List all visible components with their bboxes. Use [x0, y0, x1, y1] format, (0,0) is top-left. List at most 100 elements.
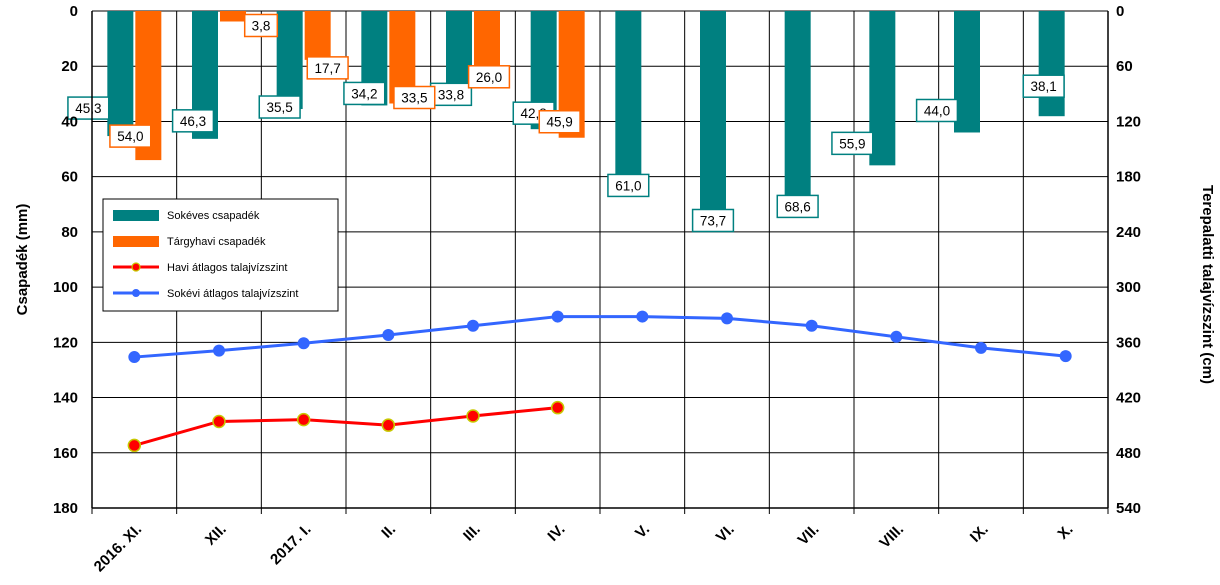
legend-swatch: [113, 210, 159, 221]
x-axis-category-label: XII.: [202, 521, 230, 549]
point-monthly-groundwater: [212, 414, 226, 429]
left-axis-tick-label: 120: [53, 334, 78, 351]
data-label-longterm-precip-box: [691, 208, 735, 233]
legend-entry-label: Tárgyhavi csapadék: [167, 236, 266, 248]
left-axis-title: Csapadék (mm): [14, 204, 31, 316]
right-axis-tick-label: 480: [1116, 445, 1141, 462]
data-label-current-precip-box: [109, 124, 152, 148]
point-longterm-groundwater: [551, 310, 564, 323]
x-axis-category-label: III.: [460, 521, 484, 545]
x-axis-category-label: 2017. I.: [267, 521, 314, 568]
left-axis-tick-label: 0: [70, 3, 78, 20]
point-monthly-groundwater: [381, 418, 396, 432]
bar-longterm-precip: [700, 11, 726, 215]
data-label-longterm-precip: 45,3: [75, 101, 101, 116]
legend-swatch-marker: [132, 289, 140, 297]
point-longterm-groundwater: [467, 319, 479, 332]
x-axis-category-label: II.: [378, 521, 399, 542]
bar-current-precip: [220, 11, 246, 22]
data-label-longterm-precip: 68,6: [785, 199, 811, 214]
bar-longterm-precip: [869, 11, 896, 166]
right-axis-tick-label: 540: [1116, 500, 1141, 517]
right-axis-tick-label: 180: [1116, 169, 1141, 186]
data-label-current-precip-box: [467, 65, 511, 89]
left-axis-tick-label: 60: [61, 169, 78, 186]
left-axis-tick-label: 180: [53, 500, 78, 517]
data-label-longterm-precip-box: [607, 173, 650, 198]
data-label-current-precip: 45,9: [547, 115, 573, 130]
data-label-longterm-precip: 61,0: [615, 178, 641, 193]
point-monthly-groundwater: [296, 412, 311, 427]
right-axis-tick-label: 60: [1116, 58, 1133, 75]
point-longterm-groundwater: [636, 310, 649, 323]
point-longterm-groundwater: [890, 330, 903, 343]
data-label-current-precip: 33,5: [401, 90, 427, 105]
x-axis-category-label: V.: [632, 521, 653, 542]
point-longterm-groundwater: [128, 351, 141, 364]
data-label-longterm-precip: 38,1: [1031, 79, 1057, 94]
legend-swatch-marker: [131, 262, 141, 272]
data-label-longterm-precip-box: [258, 95, 301, 119]
right-axis-tick-label: 420: [1116, 390, 1141, 407]
legend-entry-label: Sokévi átlagos talajvízszint: [167, 288, 298, 300]
point-monthly-groundwater: [466, 409, 480, 423]
point-monthly-groundwater: [550, 400, 565, 415]
data-label-current-precip-box: [538, 109, 581, 134]
data-label-longterm-precip-box: [171, 109, 215, 133]
x-axis-category-label: IX.: [967, 521, 992, 546]
bar-longterm-precip: [107, 11, 134, 137]
right-axis-tick-label: 300: [1116, 279, 1141, 296]
data-label-longterm-precip-box: [1022, 74, 1065, 98]
data-label-longterm-precip: 55,9: [839, 136, 865, 151]
x-axis-category-label: IV.: [544, 521, 568, 545]
data-label-longterm-precip: 33,8: [438, 87, 464, 102]
data-label-current-precip: 54,0: [117, 129, 143, 144]
data-label-longterm-precip: 35,5: [267, 100, 293, 115]
legend-entry-label: Sokéves csapadék: [167, 210, 260, 222]
right-axis-tick-label: 0: [1116, 3, 1124, 20]
data-label-current-precip-box: [393, 85, 436, 110]
data-label-longterm-precip-box: [831, 131, 874, 156]
right-axis-tick-label: 360: [1116, 334, 1141, 351]
bar-longterm-precip: [784, 11, 811, 201]
x-axis-category-label: X.: [1054, 521, 1076, 543]
point-longterm-groundwater: [805, 319, 818, 332]
data-label-longterm-precip-box: [67, 96, 110, 120]
data-label-longterm-precip-box: [915, 98, 959, 123]
data-label-longterm-precip: 34,2: [351, 86, 377, 101]
left-axis-tick-label: 20: [61, 58, 78, 75]
x-axis-category-label: VI.: [713, 521, 738, 546]
point-longterm-groundwater: [975, 341, 987, 354]
line-longterm-groundwater: [134, 315, 1066, 359]
data-label-current-precip: 3,8: [252, 18, 271, 33]
x-axis-category-label: VII.: [795, 521, 823, 549]
point-longterm-groundwater: [297, 337, 310, 350]
point-longterm-groundwater: [1059, 350, 1072, 363]
left-axis-tick-label: 100: [53, 279, 78, 296]
bar-longterm-precip: [1038, 11, 1065, 117]
data-label-current-precip: 17,7: [315, 61, 341, 76]
point-longterm-groundwater: [213, 344, 225, 357]
data-label-longterm-precip-box: [776, 194, 819, 219]
right-axis-tick-label: 240: [1116, 224, 1141, 241]
data-label-current-precip-box: [243, 13, 279, 38]
bar-longterm-precip: [954, 11, 980, 133]
point-monthly-groundwater: [127, 438, 142, 453]
bar-longterm-precip: [615, 11, 642, 180]
legend-swatch: [113, 236, 159, 247]
right-axis-title: Terepalatti talajvízszint (cm): [1199, 185, 1216, 384]
line-monthly-groundwater: [133, 406, 558, 447]
data-label-longterm-precip: 73,7: [700, 213, 726, 228]
bar-current-precip: [304, 11, 331, 60]
left-axis-tick-label: 140: [53, 390, 78, 407]
x-axis-category-label: 2016. XI.: [91, 521, 145, 575]
data-label-longterm-precip: 46,3: [180, 114, 206, 129]
point-longterm-groundwater: [721, 312, 733, 325]
left-axis-tick-label: 80: [61, 224, 78, 241]
legend-entry-label: Havi átlagos talajvízszint: [167, 262, 287, 274]
right-axis-tick-label: 120: [1116, 113, 1141, 130]
left-axis-tick-label: 40: [61, 113, 78, 130]
data-label-current-precip-box: [306, 56, 349, 80]
point-longterm-groundwater: [382, 328, 395, 341]
